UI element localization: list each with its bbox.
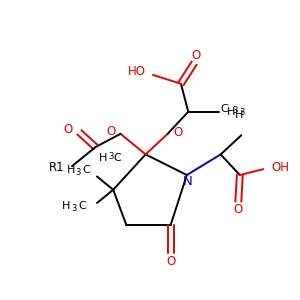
Text: 3: 3 (232, 106, 237, 115)
Text: 3: 3 (76, 169, 81, 178)
Text: O: O (64, 123, 73, 136)
Text: O: O (234, 203, 243, 216)
Text: OH: OH (272, 161, 290, 174)
Text: C: C (220, 104, 228, 114)
Text: H: H (62, 201, 70, 211)
Text: R1: R1 (49, 161, 64, 174)
Text: C: C (79, 201, 86, 211)
Text: O: O (173, 126, 182, 139)
Text: H: H (99, 153, 107, 163)
Text: 3: 3 (71, 204, 76, 213)
Text: O: O (106, 125, 115, 138)
Text: H: H (67, 165, 75, 175)
Text: O: O (191, 49, 200, 62)
Text: H: H (235, 110, 243, 120)
Text: HO: HO (128, 65, 146, 78)
Text: C: C (113, 153, 121, 163)
Text: H: H (227, 107, 236, 117)
Text: 3: 3 (108, 152, 114, 161)
Text: C: C (83, 165, 91, 175)
Text: 3: 3 (239, 108, 245, 117)
Text: O: O (166, 255, 175, 268)
Text: N: N (183, 175, 193, 188)
